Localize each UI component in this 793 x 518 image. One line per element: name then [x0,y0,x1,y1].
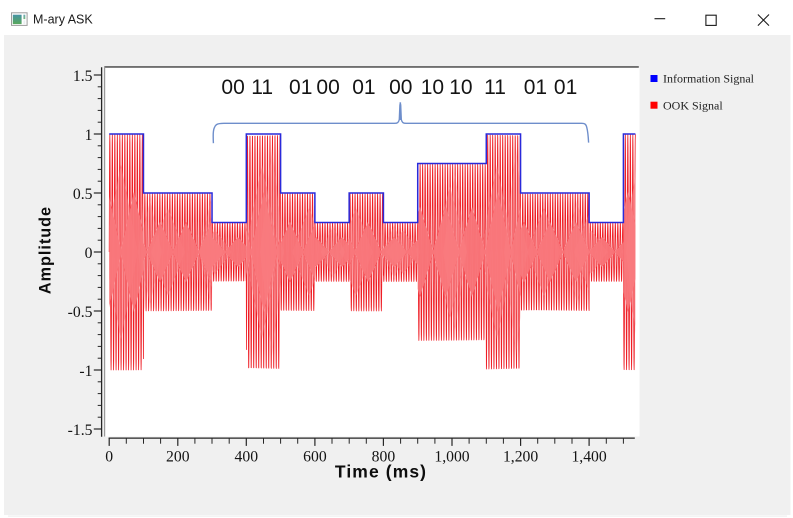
svg-text:0: 0 [105,449,113,466]
svg-text:0.5: 0.5 [73,186,93,203]
svg-text:Amplitude: Amplitude [37,206,55,294]
svg-text:-1: -1 [79,363,92,380]
svg-text:Time (ms): Time (ms) [335,462,427,482]
svg-text:-1.5: -1.5 [68,422,93,439]
svg-text:1,400: 1,400 [571,449,606,466]
svg-text:800: 800 [372,449,396,466]
svg-text:00: 00 [389,76,412,99]
svg-text:1,000: 1,000 [434,449,469,466]
svg-text:1.5: 1.5 [73,68,93,85]
svg-text:OOK Signal: OOK Signal [663,98,723,112]
svg-text:0: 0 [85,245,93,262]
svg-text:01: 01 [289,76,312,99]
svg-text:1: 1 [85,127,93,144]
svg-text:01: 01 [524,76,547,99]
svg-text:200: 200 [166,449,190,466]
svg-text:M-ary ASK: M-ary ASK [33,13,93,27]
svg-text:01: 01 [352,76,375,99]
svg-text:11: 11 [251,76,273,99]
svg-text:10: 10 [449,76,472,99]
svg-text:400: 400 [235,449,259,466]
svg-text:600: 600 [303,449,327,466]
svg-text:-0.5: -0.5 [68,304,93,321]
svg-text:00: 00 [221,76,244,99]
svg-text:00: 00 [316,76,339,99]
svg-text:01: 01 [554,76,577,99]
svg-text:10: 10 [421,76,444,99]
svg-text:1,200: 1,200 [503,449,538,466]
svg-text:11: 11 [484,76,506,99]
svg-text:Information Signal: Information Signal [663,72,755,86]
